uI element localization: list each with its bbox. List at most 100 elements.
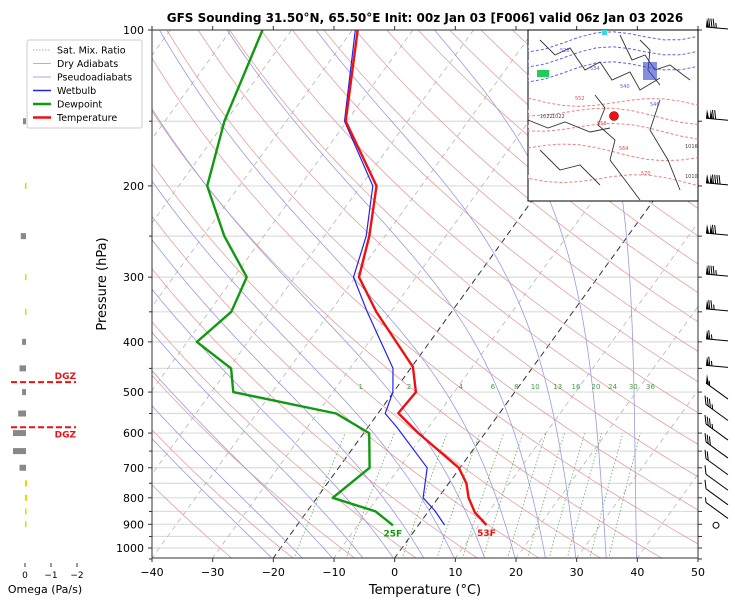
legend-label: Pseudoadiabats — [57, 73, 132, 84]
dgz-label: DGZ — [55, 430, 77, 440]
profile-lines: 25F 53F — [195, 30, 496, 539]
barb-full — [708, 330, 711, 340]
mixing-ratio-line — [482, 432, 524, 558]
barb-half — [713, 304, 715, 310]
inset-contour-label: 540 — [620, 84, 630, 90]
inset-contour-label: 1022 — [540, 114, 553, 120]
barb-shaft — [705, 423, 729, 441]
barb-full — [712, 18, 715, 28]
map-shaded-area — [643, 62, 657, 80]
barb-pennant — [706, 356, 710, 366]
dgz-label: DGZ — [55, 372, 77, 382]
isotherm-line — [152, 30, 535, 558]
barb-full — [708, 418, 711, 428]
y-tick-label: 400 — [123, 336, 144, 349]
barb-half — [710, 334, 713, 340]
mixing-ratio-label: 6 — [491, 383, 496, 391]
omega-bar-rising — [25, 274, 27, 281]
barb-pennant — [706, 18, 710, 28]
barb-half — [711, 423, 714, 429]
legend-label: Sat. Mix. Ratio — [57, 46, 126, 57]
mixing-ratio-label: 24 — [608, 383, 617, 391]
inset-contour-label: 528 — [560, 48, 570, 54]
pseudoadiabat-line — [152, 108, 486, 558]
y-tick-label: 600 — [123, 427, 144, 440]
wind-barb — [704, 479, 729, 506]
mixing-ratio-line — [345, 432, 395, 558]
barb-full — [708, 300, 711, 310]
wind-barb — [712, 521, 720, 529]
barb-full — [708, 436, 711, 446]
height-contour — [528, 97, 698, 107]
omega-bar-sinking — [19, 365, 26, 372]
barb-full — [714, 224, 717, 235]
barb-full — [712, 265, 715, 275]
y-tick-label: 900 — [123, 518, 144, 531]
location-marker — [609, 111, 619, 121]
barb-full — [711, 174, 714, 184]
pseudoadiabat-line — [315, 30, 577, 558]
surface-temperature-label: 53F — [477, 529, 496, 539]
barb-full — [710, 300, 713, 310]
omega-bar-rising — [25, 494, 28, 501]
surface-dewpoint-label: 25F — [384, 529, 403, 539]
mixing-ratio-line — [608, 432, 641, 558]
wind-barb — [705, 356, 729, 368]
barb-half — [708, 380, 711, 386]
barb-half — [711, 404, 714, 410]
omega-bar-rising — [25, 308, 27, 315]
wind-barb — [704, 433, 729, 459]
barb-full — [706, 434, 709, 444]
dry-adiabat-line — [197, 30, 698, 478]
barb-full — [711, 109, 714, 119]
pseudoadiabat-line — [159, 30, 516, 558]
barb-pennant — [706, 109, 710, 119]
map-precip-area — [537, 70, 549, 77]
x-tick-label: 50 — [691, 566, 705, 579]
mixing-ratio-line — [293, 432, 346, 558]
map-border-line — [649, 99, 681, 191]
wind-barb — [705, 497, 729, 519]
isotherm-line — [515, 305, 698, 558]
isotherm-line — [152, 30, 414, 392]
inset-contour-label: 564 — [619, 146, 629, 152]
wind-barb — [704, 449, 729, 476]
x-axis-label: Temperature (°C) — [368, 583, 481, 598]
mixing-ratio-label: 10 — [531, 383, 540, 391]
mixing-ratio-label: 13 — [553, 383, 562, 391]
omega-axis-label: Omega (Pa/s) — [8, 583, 82, 596]
wind-barb — [705, 299, 729, 312]
mixing-ratio-line — [507, 432, 547, 558]
inset-map: 528 534 540 546 552 558 564 570 1022 1022 1016 1016… — [527, 29, 699, 202]
pseudoadiabat-line — [152, 180, 455, 558]
legend-box — [26, 39, 143, 129]
omega-bar-rising — [25, 508, 27, 515]
pseudoadiabat-line — [152, 288, 394, 558]
dry-adiabat-line — [229, 30, 698, 445]
barb-full — [706, 416, 709, 426]
barb-pennant — [706, 173, 710, 184]
omega-bar-sinking — [18, 410, 26, 417]
barb-pennant — [709, 109, 713, 119]
wind-barbs — [704, 18, 729, 529]
barb-shaft — [705, 488, 729, 506]
calm-wind-circle — [712, 521, 720, 529]
pseudoadiabat-line — [152, 438, 273, 558]
barb-full — [704, 449, 707, 459]
mixing-ratio-label: 1 — [358, 383, 362, 391]
omega-bar-sinking — [13, 448, 26, 455]
barb-pennant — [709, 174, 713, 184]
dry-adiabat-line — [386, 30, 698, 294]
map-border-line — [594, 94, 641, 201]
pseudoadiabat-line — [152, 239, 425, 558]
omega-tick-label: 0 — [22, 571, 28, 581]
map-border-line — [539, 39, 661, 91]
x-tick-label: 20 — [509, 566, 523, 579]
mixing-ratio-label: 16 — [572, 383, 581, 391]
wind-barb — [705, 18, 729, 30]
dry-adiabat-line — [260, 30, 698, 414]
legend-label: Dewpoint — [57, 100, 102, 111]
dry-adiabat-line — [152, 484, 233, 558]
barb-pennant — [706, 299, 710, 310]
